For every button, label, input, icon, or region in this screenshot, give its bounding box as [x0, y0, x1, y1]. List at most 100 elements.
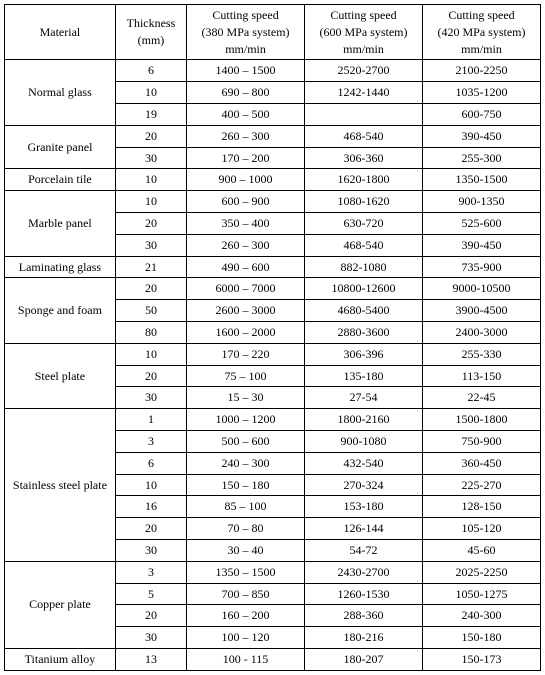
cs600-cell: 270-324 — [305, 474, 423, 496]
cs420-cell: 1050-1275 — [422, 583, 540, 605]
cs420-cell: 390-450 — [422, 234, 540, 256]
cs600-cell: 468-540 — [305, 125, 423, 147]
thickness-cell: 80 — [115, 321, 186, 343]
thickness-cell: 16 — [115, 496, 186, 518]
cs420-cell: 2025-2250 — [422, 561, 540, 583]
table-row: Marble panel10600 – 9001080-1620900-1350 — [5, 191, 541, 213]
material-cell: Stainless steel plate — [5, 409, 116, 562]
table-row: Steel plate10170 – 220306-396255-330 — [5, 343, 541, 365]
cs420-l2: (420 MPa system) — [427, 24, 536, 41]
thickness-cell: 20 — [115, 278, 186, 300]
cs380-cell: 100 - 115 — [187, 648, 305, 670]
cs420-cell: 2400-3000 — [422, 321, 540, 343]
thickness-cell: 30 — [115, 147, 186, 169]
col-material: Material — [5, 5, 116, 60]
cs380-cell: 400 – 500 — [187, 103, 305, 125]
cs380-l1: Cutting speed — [191, 7, 300, 24]
cs380-cell: 1350 – 1500 — [187, 561, 305, 583]
thickness-cell: 5 — [115, 583, 186, 605]
cs380-cell: 75 – 100 — [187, 365, 305, 387]
cs600-cell: 900-1080 — [305, 430, 423, 452]
thickness-cell: 20 — [115, 365, 186, 387]
cs420-cell: 1035-1200 — [422, 82, 540, 104]
cs420-l1: Cutting speed — [427, 7, 536, 24]
cs600-l2: (600 MPa system) — [309, 24, 418, 41]
table-row: Sponge and foam206000 – 700010800-126009… — [5, 278, 541, 300]
cs420-cell: 150-173 — [422, 648, 540, 670]
cs600-cell: 54-72 — [305, 539, 423, 561]
cs600-cell: 882-1080 — [305, 256, 423, 278]
thickness-cell: 10 — [115, 474, 186, 496]
cs380-l2: (380 MPa system) — [191, 24, 300, 41]
material-cell: Steel plate — [5, 343, 116, 408]
cs600-l3: mm/min — [309, 41, 418, 58]
cs380-cell: 350 – 400 — [187, 212, 305, 234]
table-row: Copper plate31350 – 15002430-27002025-22… — [5, 561, 541, 583]
table-row: Stainless steel plate11000 – 12001800-21… — [5, 409, 541, 431]
cs420-cell: 255-330 — [422, 343, 540, 365]
thickness-cell: 10 — [115, 82, 186, 104]
cs600-l1: Cutting speed — [309, 7, 418, 24]
col-thickness: Thickness (mm) — [115, 5, 186, 60]
cs420-cell: 735-900 — [422, 256, 540, 278]
cs380-cell: 700 – 850 — [187, 583, 305, 605]
cs600-cell — [305, 103, 423, 125]
cs600-cell: 2880-3600 — [305, 321, 423, 343]
cs600-cell: 27-54 — [305, 387, 423, 409]
cs600-cell: 306-360 — [305, 147, 423, 169]
cs420-cell: 9000-10500 — [422, 278, 540, 300]
header-row: Material Thickness (mm) Cutting speed (3… — [5, 5, 541, 60]
cs420-cell: 45-60 — [422, 539, 540, 561]
table-body: Normal glass61400 – 15002520-27002100-22… — [5, 60, 541, 670]
cs420-cell: 113-150 — [422, 365, 540, 387]
cs420-cell: 1500-1800 — [422, 409, 540, 431]
cs600-cell: 468-540 — [305, 234, 423, 256]
thickness-cell: 13 — [115, 648, 186, 670]
cs600-cell: 135-180 — [305, 365, 423, 387]
thickness-cell: 10 — [115, 169, 186, 191]
thickness-cell: 30 — [115, 387, 186, 409]
material-cell: Normal glass — [5, 60, 116, 125]
cs600-cell: 126-144 — [305, 518, 423, 540]
cs380-cell: 6000 – 7000 — [187, 278, 305, 300]
material-cell: Laminating glass — [5, 256, 116, 278]
thickness-cell: 30 — [115, 539, 186, 561]
cs380-cell: 900 – 1000 — [187, 169, 305, 191]
col-cs-420: Cutting speed (420 MPa system) mm/min — [422, 5, 540, 60]
cs600-cell: 1800-2160 — [305, 409, 423, 431]
table-row: Granite panel20260 – 300468-540390-450 — [5, 125, 541, 147]
col-cs-380: Cutting speed (380 MPa system) mm/min — [187, 5, 305, 60]
thickness-cell: 3 — [115, 430, 186, 452]
cs420-cell: 360-450 — [422, 452, 540, 474]
cs420-cell: 150-180 — [422, 627, 540, 649]
thickness-cell: 20 — [115, 518, 186, 540]
cs380-cell: 500 – 600 — [187, 430, 305, 452]
material-cell: Titanium alloy — [5, 648, 116, 670]
cs600-cell: 432-540 — [305, 452, 423, 474]
cs600-cell: 306-396 — [305, 343, 423, 365]
thickness-cell: 3 — [115, 561, 186, 583]
cs600-cell: 630-720 — [305, 212, 423, 234]
cs600-cell: 1080-1620 — [305, 191, 423, 213]
thickness-cell: 6 — [115, 60, 186, 82]
thickness-cell: 10 — [115, 191, 186, 213]
cs420-cell: 525-600 — [422, 212, 540, 234]
cs600-cell: 10800-12600 — [305, 278, 423, 300]
cs600-cell: 288-360 — [305, 605, 423, 627]
cs380-cell: 490 – 600 — [187, 256, 305, 278]
cs600-cell: 180-207 — [305, 648, 423, 670]
cs420-cell: 2100-2250 — [422, 60, 540, 82]
cs380-cell: 85 – 100 — [187, 496, 305, 518]
cs420-cell: 240-300 — [422, 605, 540, 627]
table-row: Normal glass61400 – 15002520-27002100-22… — [5, 60, 541, 82]
cs420-cell: 128-150 — [422, 496, 540, 518]
cs380-cell: 2600 – 3000 — [187, 300, 305, 322]
cs420-cell: 225-270 — [422, 474, 540, 496]
cs380-cell: 1600 – 2000 — [187, 321, 305, 343]
cs420-cell: 750-900 — [422, 430, 540, 452]
cs380-cell: 150 – 180 — [187, 474, 305, 496]
cs380-cell: 240 – 300 — [187, 452, 305, 474]
thickness-cell: 1 — [115, 409, 186, 431]
thickness-cell: 10 — [115, 343, 186, 365]
thickness-cell: 6 — [115, 452, 186, 474]
